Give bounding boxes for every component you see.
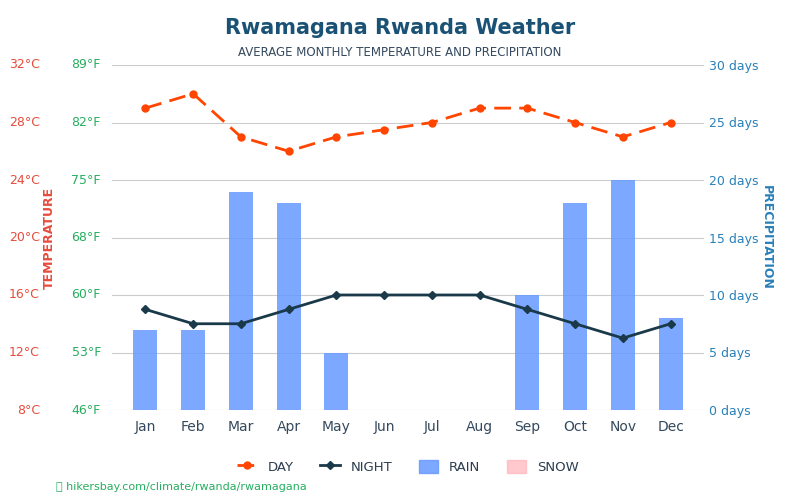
Bar <box>611 180 634 410</box>
Bar <box>182 330 205 410</box>
Bar <box>229 192 253 410</box>
Bar <box>515 295 539 410</box>
Text: 53°F: 53°F <box>71 346 101 359</box>
Text: 28°C: 28°C <box>9 116 40 129</box>
Text: 75°F: 75°F <box>71 174 101 186</box>
Text: 16°C: 16°C <box>9 288 40 302</box>
Text: 60°F: 60°F <box>71 288 101 302</box>
Text: 20°C: 20°C <box>9 231 40 244</box>
Bar <box>563 203 587 410</box>
Bar <box>658 318 682 410</box>
Bar <box>277 203 301 410</box>
Text: 8°C: 8°C <box>17 404 40 416</box>
Legend: DAY, NIGHT, RAIN, SNOW: DAY, NIGHT, RAIN, SNOW <box>232 454 584 479</box>
Bar <box>325 352 348 410</box>
Text: TEMPERATURE: TEMPERATURE <box>43 186 56 288</box>
Text: 32°C: 32°C <box>9 58 40 71</box>
Text: 82°F: 82°F <box>71 116 101 129</box>
Text: PRECIPITATION: PRECIPITATION <box>760 185 773 290</box>
Text: 24°C: 24°C <box>9 174 40 186</box>
Text: Rwamagana Rwanda Weather: Rwamagana Rwanda Weather <box>225 18 575 38</box>
Text: 12°C: 12°C <box>9 346 40 359</box>
Text: 68°F: 68°F <box>71 231 101 244</box>
Text: 89°F: 89°F <box>71 58 101 71</box>
Bar <box>134 330 158 410</box>
Text: AVERAGE MONTHLY TEMPERATURE AND PRECIPITATION: AVERAGE MONTHLY TEMPERATURE AND PRECIPIT… <box>238 46 562 59</box>
Text: 46°F: 46°F <box>72 404 101 416</box>
Text: 🌍 hikersbay.com/climate/rwanda/rwamagana: 🌍 hikersbay.com/climate/rwanda/rwamagana <box>56 482 306 492</box>
